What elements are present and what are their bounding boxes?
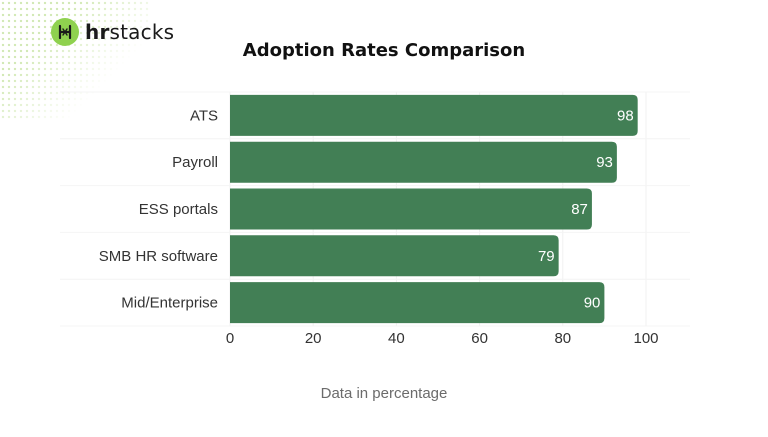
x-tick-label-3: 60 <box>471 330 488 347</box>
value-label-2: 87 <box>571 201 588 218</box>
x-tick-label-1: 20 <box>305 330 322 347</box>
category-label-0: ATS <box>190 107 218 124</box>
brand-name-bold: hr <box>85 20 110 44</box>
hr-logo-icon <box>51 18 79 46</box>
bar-0 <box>230 94 638 136</box>
category-label-3: SMB HR software <box>99 248 218 265</box>
x-tick-label-4: 80 <box>554 330 571 347</box>
value-label-0: 98 <box>617 107 634 124</box>
x-tick-label-0: 0 <box>226 330 234 347</box>
brand-name-rest: stacks <box>109 20 175 44</box>
value-label-4: 90 <box>584 295 601 312</box>
x-tick-label-2: 40 <box>388 330 405 347</box>
value-label-3: 79 <box>538 248 555 265</box>
chart-title: Adoption Rates Comparison <box>242 40 526 61</box>
category-label-2: ESS portals <box>139 201 218 218</box>
x-tick-label-5: 100 <box>633 330 658 347</box>
bar-3 <box>230 235 559 277</box>
brand-logo: hrstacks <box>51 18 174 46</box>
bar-1 <box>230 141 617 183</box>
value-label-1: 93 <box>596 154 613 171</box>
dot-pattern-decoration <box>0 0 150 120</box>
bar-2 <box>230 188 592 230</box>
category-label-1: Payroll <box>172 154 218 171</box>
x-axis-label: Data in percentage <box>320 385 448 402</box>
category-label-4: Mid/Enterprise <box>121 295 218 312</box>
bar-4 <box>230 282 605 324</box>
brand-name: hrstacks <box>85 20 174 44</box>
